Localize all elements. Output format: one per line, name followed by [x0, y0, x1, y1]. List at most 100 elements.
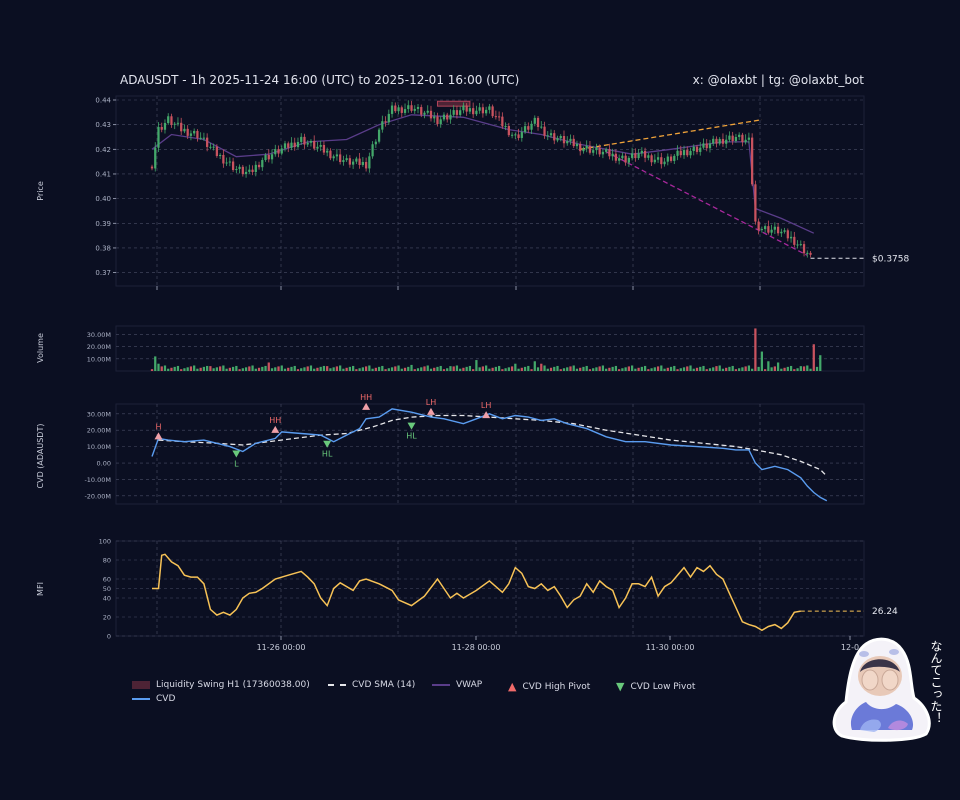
candle-body	[416, 107, 420, 109]
volume-bar	[381, 365, 384, 371]
legend-cvd-low-pivot: ▼ CVD Low Pivot	[616, 680, 695, 693]
mfi-axis-label: MFI	[36, 582, 45, 596]
candle-body	[712, 138, 715, 144]
price-tick-label: 0.42	[95, 146, 111, 154]
volume-bar	[540, 363, 543, 371]
volume-bar	[257, 367, 261, 371]
volume-bar	[170, 367, 173, 371]
volume-bar	[819, 355, 822, 371]
volume-bar	[209, 366, 212, 371]
candle-body	[673, 155, 676, 161]
candle-body	[374, 141, 377, 145]
mfi-tick-label: 80	[103, 557, 111, 565]
candle-body	[725, 139, 728, 144]
candle-body	[154, 147, 157, 169]
candle-body	[319, 145, 322, 147]
price-tick-label: 0.40	[95, 195, 111, 203]
volume-bar	[199, 367, 202, 371]
volume-bar	[653, 367, 656, 371]
volume-bar	[267, 362, 270, 371]
cvd-tick-label: -10.00M	[84, 476, 111, 484]
volume-bar	[251, 365, 254, 371]
volume-bar	[504, 368, 507, 371]
candle-body	[608, 149, 611, 157]
volume-bar	[815, 366, 819, 371]
candle-body	[300, 136, 303, 142]
candle-body	[241, 166, 244, 175]
candle-body	[669, 156, 673, 161]
price-tick-label: 0.41	[95, 170, 111, 178]
volume-bar	[566, 367, 569, 371]
volume-bar	[407, 366, 410, 371]
volume-bar	[751, 368, 754, 371]
candle-body	[802, 244, 806, 254]
price-tick-label: 0.44	[95, 97, 111, 105]
volume-bar	[569, 366, 572, 371]
volume-bar	[488, 368, 491, 371]
volume-bar	[734, 369, 738, 371]
volume-bar	[812, 344, 815, 371]
volume-bar	[157, 363, 160, 371]
volume-bar	[595, 367, 598, 371]
volume-bar	[235, 365, 238, 371]
candle-body	[806, 252, 809, 254]
volume-bar	[426, 365, 429, 371]
candle-body	[313, 140, 316, 149]
candle-body	[572, 138, 575, 147]
candle-body	[429, 110, 433, 119]
social-handle: x: @olaxbt | tg: @olaxbt_bot	[692, 73, 864, 87]
trendline-down	[605, 151, 808, 256]
cvd-tick-label: 10.00M	[87, 443, 111, 451]
candle-body	[180, 122, 183, 132]
volume-bar	[712, 367, 715, 371]
volume-bar	[501, 369, 504, 371]
volume-bar	[384, 369, 387, 371]
candle-body	[267, 154, 270, 160]
volume-bar	[481, 366, 485, 371]
triangle-up-icon: ▲	[508, 680, 517, 693]
volume-panel-frame	[115, 325, 865, 372]
volume-bar	[163, 365, 167, 371]
volume-bar	[741, 367, 744, 371]
volume-bar	[738, 368, 741, 371]
candle-body	[663, 161, 666, 165]
volume-bar	[530, 369, 533, 371]
volume-bar	[270, 368, 274, 371]
volume-bar	[793, 369, 796, 371]
candle-body	[540, 126, 543, 128]
volume-bar	[423, 366, 426, 371]
volume-bar	[786, 366, 789, 371]
candle-body	[358, 158, 361, 166]
volume-bar	[582, 366, 585, 371]
volume-bar	[760, 351, 764, 371]
candle-body	[423, 112, 426, 115]
candle-body	[293, 142, 296, 148]
candle-body	[280, 148, 283, 154]
candle-body	[468, 108, 472, 112]
volume-bar	[598, 366, 601, 371]
candle-body	[643, 150, 647, 158]
volume-bar	[309, 365, 313, 371]
mascot-caption: なんてこった！	[929, 640, 943, 724]
candle-body	[656, 157, 660, 160]
candle-body	[488, 106, 491, 110]
volume-bar	[754, 328, 757, 371]
candle-body	[173, 123, 176, 125]
volume-bar	[261, 366, 264, 371]
volume-bar	[579, 367, 582, 371]
candle-body	[705, 143, 708, 149]
cvd-pivot-label: L	[234, 460, 239, 469]
volume-bar	[592, 368, 595, 371]
volume-bar	[468, 365, 472, 371]
candle-body	[235, 169, 238, 171]
volume-bar	[478, 367, 481, 371]
volume-bar	[287, 367, 290, 371]
volume-bar	[780, 368, 783, 371]
volume-bar	[747, 365, 751, 371]
candle-body	[150, 166, 154, 169]
candle-body	[536, 117, 540, 127]
candle-body	[562, 136, 566, 144]
volume-bar	[585, 365, 588, 371]
volume-bar	[763, 369, 767, 371]
candle-body	[371, 144, 374, 157]
